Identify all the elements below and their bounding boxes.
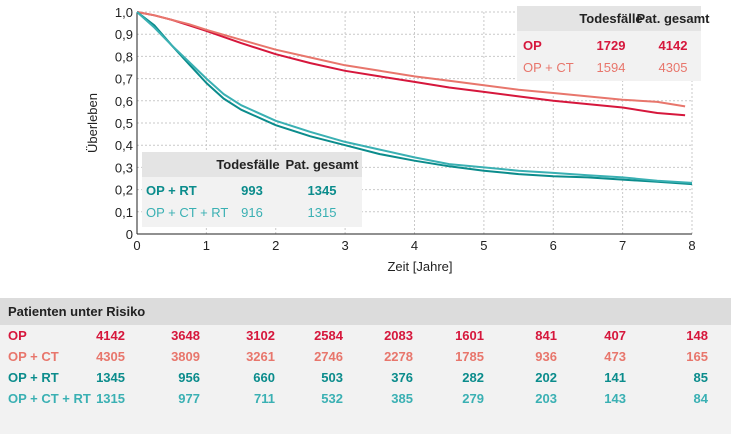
legend-top-label-opct: OP + CT xyxy=(523,60,574,75)
legend-bottom-header-deaths: Todesfälle xyxy=(216,157,279,172)
risk-cell: 165 xyxy=(686,349,708,364)
x-tick-label: 2 xyxy=(272,238,279,253)
series-line-op-ct xyxy=(136,11,686,108)
legend-top-total-op: 4142 xyxy=(659,38,688,53)
legend-top-body-bg xyxy=(517,31,701,81)
risk-row-label: OP + CT xyxy=(8,349,59,364)
risk-cell: 376 xyxy=(391,370,413,385)
y-tick-label: 0,4 xyxy=(115,138,133,153)
risk-cell: 4305 xyxy=(96,349,125,364)
risk-row-label: OP + CT + RT xyxy=(8,391,91,406)
legend-bottom-body-bg xyxy=(142,177,362,227)
risk-row: OP + CT + RT 1315 977 711 532 385 279 203 143 84 xyxy=(0,388,731,409)
legend-bottom-deaths-opctrt: 916 xyxy=(241,205,263,220)
risk-cell: 956 xyxy=(178,370,200,385)
risk-row: OP 4142 3648 3102 2584 2083 1601 841 407 148 xyxy=(0,325,731,346)
risk-cell: 1785 xyxy=(455,349,484,364)
y-tick-label: 0,5 xyxy=(115,116,133,131)
x-tick-label: 7 xyxy=(619,238,626,253)
risk-cell: 148 xyxy=(686,328,708,343)
risk-cell: 3648 xyxy=(171,328,200,343)
y-tick-label: 0,7 xyxy=(115,72,133,87)
legend-top-header-bg xyxy=(517,6,701,31)
risk-row: OP + CT 4305 3809 3261 2746 2278 1785 936 473 165 xyxy=(0,346,731,367)
y-tick-label: 1,0 xyxy=(115,5,133,20)
legend-top: Todesfälle Pat. gesamt OP 1729 4142 OP +… xyxy=(517,6,710,81)
legend-top-label-op: OP xyxy=(523,38,542,53)
risk-cell: 85 xyxy=(693,370,708,385)
y-axis-title: Überleben xyxy=(85,93,100,153)
x-axis-title: Zeit [Jahre] xyxy=(387,259,452,274)
risk-cell: 473 xyxy=(604,349,626,364)
x-tick-label: 6 xyxy=(550,238,557,253)
y-tick-label: 0,9 xyxy=(115,27,133,42)
risk-cell: 660 xyxy=(253,370,275,385)
y-tick-label: 0,8 xyxy=(115,49,133,64)
risk-cell: 977 xyxy=(178,391,200,406)
risk-cell: 203 xyxy=(535,391,557,406)
risk-cell: 3102 xyxy=(246,328,275,343)
legend-top-deaths-opct: 1594 xyxy=(597,60,626,75)
risk-cell: 2746 xyxy=(314,349,343,364)
legend-top-total-opct: 4305 xyxy=(659,60,688,75)
risk-cell: 711 xyxy=(254,391,275,406)
risk-cell: 3809 xyxy=(171,349,200,364)
risk-cell: 532 xyxy=(321,391,343,406)
x-tick-label: 0 xyxy=(133,238,140,253)
risk-table: Patienten unter Risiko OP 4142 3648 3102 258… xyxy=(0,298,731,434)
risk-cell: 1315 xyxy=(96,391,125,406)
series-line-op-rt xyxy=(136,11,693,186)
axis-layer xyxy=(136,12,692,235)
y-tick-label: 0,6 xyxy=(115,94,133,109)
legend-bottom-total-opctrt: 1315 xyxy=(308,205,337,220)
x-tick-label: 5 xyxy=(480,238,487,253)
y-tick-label: 0,3 xyxy=(115,160,133,175)
risk-cell: 2083 xyxy=(384,328,413,343)
x-tick-label: 1 xyxy=(203,238,210,253)
series-layer xyxy=(136,11,693,186)
risk-row: OP + RT 1345 956 660 503 376 282 202 141 85 xyxy=(0,367,731,388)
legend-bottom-header-total: Pat. gesamt xyxy=(286,157,360,172)
risk-row-label: OP + RT xyxy=(8,370,59,385)
risk-cell: 1601 xyxy=(455,328,484,343)
x-tick-label: 4 xyxy=(411,238,418,253)
risk-cell: 503 xyxy=(321,370,343,385)
risk-cell: 279 xyxy=(462,391,484,406)
risk-row-label: OP xyxy=(8,328,27,343)
y-tick-label: 0,1 xyxy=(115,205,133,220)
series-line-op-ct-rt xyxy=(136,11,693,184)
risk-cell: 282 xyxy=(462,370,484,385)
legend-bottom-header-bg xyxy=(142,152,362,177)
legend-bottom-label-oprt: OP + RT xyxy=(146,183,197,198)
legend-top-header-total: Pat. gesamt xyxy=(637,11,711,26)
risk-cell: 2584 xyxy=(314,328,343,343)
series-line-op xyxy=(136,11,686,117)
risk-cell: 202 xyxy=(535,370,557,385)
legend-bottom-label-opctrt: OP + CT + RT xyxy=(146,205,228,220)
risk-cell: 143 xyxy=(604,391,626,406)
risk-table-title: Patienten unter Risiko xyxy=(0,298,731,325)
tick-layer: 0 1 2 3 4 5 6 7 8 0 0,1 0,2 0,3 0,4 0,5 0,6 0,7 0,8 0,9 1,0 xyxy=(115,5,696,253)
risk-cell: 4142 xyxy=(96,328,125,343)
risk-cell: 385 xyxy=(391,391,413,406)
y-tick-label: 0,2 xyxy=(115,183,133,198)
survival-chart: 0 1 2 3 4 5 6 7 8 0 0,1 0,2 0,3 0,4 0,5 0,6 0,7 0,8 0,9 1,0… xyxy=(85,5,710,274)
legend-top-deaths-op: 1729 xyxy=(597,38,626,53)
x-tick-label: 8 xyxy=(688,238,695,253)
risk-cell: 936 xyxy=(535,349,557,364)
legend-bottom-deaths-oprt: 993 xyxy=(241,183,263,198)
risk-cell: 1345 xyxy=(96,370,125,385)
risk-cell: 841 xyxy=(535,328,557,343)
legend-top-header-deaths: Todesfälle xyxy=(579,11,642,26)
risk-cell: 141 xyxy=(604,370,626,385)
x-tick-label: 3 xyxy=(342,238,349,253)
legend-bottom-total-oprt: 1345 xyxy=(308,183,337,198)
y-tick-label: 0 xyxy=(126,227,133,242)
legend-bottom: Todesfälle Pat. gesamt OP + RT 993 1345 … xyxy=(142,152,362,227)
risk-table-rows: OP 4142 3648 3102 2584 2083 1601 841 407 148 OP + … xyxy=(0,325,731,409)
risk-cell: 407 xyxy=(604,328,626,343)
risk-cell: 3261 xyxy=(246,349,275,364)
risk-cell: 84 xyxy=(693,391,708,406)
risk-cell: 2278 xyxy=(384,349,413,364)
